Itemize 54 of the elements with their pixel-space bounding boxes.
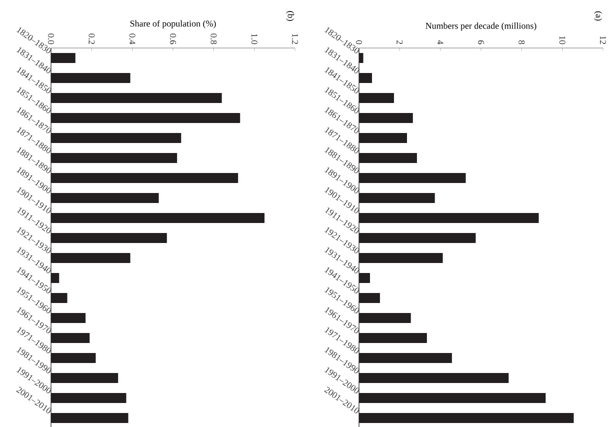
bar <box>51 313 86 324</box>
bar <box>359 273 370 284</box>
bar <box>51 293 68 304</box>
bar <box>51 73 130 84</box>
x-tick-label: 6 <box>478 40 484 44</box>
bar <box>359 293 380 304</box>
bar <box>51 373 118 384</box>
bar <box>51 333 90 344</box>
x-tick-label: 0.2 <box>88 34 95 44</box>
bar <box>51 53 76 64</box>
bar <box>359 393 546 404</box>
bar <box>51 413 128 424</box>
x-tick-label: 10 <box>559 36 566 44</box>
x-tick-label: 1.0 <box>251 34 258 44</box>
bar <box>359 313 411 324</box>
x-axis-title: Numbers per decade (millions) <box>426 22 536 31</box>
bar <box>359 93 394 104</box>
x-tick-label: 0.6 <box>170 34 176 44</box>
bar <box>359 333 427 344</box>
bar <box>359 213 539 224</box>
bar <box>51 253 130 264</box>
bar <box>359 153 417 164</box>
x-tick-label: 12 <box>600 36 606 44</box>
bar <box>51 113 240 124</box>
text: (b) <box>286 11 294 21</box>
x-tick-label: 0.8 <box>210 34 217 44</box>
bar <box>359 173 466 184</box>
bar <box>51 213 265 224</box>
x-tick-label: 4 <box>437 40 444 44</box>
bar <box>51 133 182 144</box>
bar <box>51 193 159 204</box>
bar <box>359 373 509 384</box>
x-tick-label: 1.2 <box>292 34 298 44</box>
bar <box>51 173 238 184</box>
x-axis-title: Share of population (%) <box>130 20 216 28</box>
bar <box>359 53 364 64</box>
bar <box>359 193 435 204</box>
bar <box>51 353 96 364</box>
x-tick-label: 8 <box>518 40 525 44</box>
bar <box>359 113 413 124</box>
bar <box>51 233 167 244</box>
x-tick-label: 0.4 <box>129 34 136 44</box>
text: (a) <box>594 11 602 21</box>
bar <box>51 273 60 284</box>
bar <box>51 153 178 164</box>
bar <box>359 253 443 264</box>
bar <box>359 233 476 244</box>
x-tick-label: 2 <box>396 40 403 44</box>
bar <box>359 133 407 144</box>
bar <box>359 73 372 84</box>
bar <box>51 93 222 104</box>
bar <box>359 413 574 424</box>
bar <box>359 353 452 364</box>
bar <box>51 393 126 404</box>
